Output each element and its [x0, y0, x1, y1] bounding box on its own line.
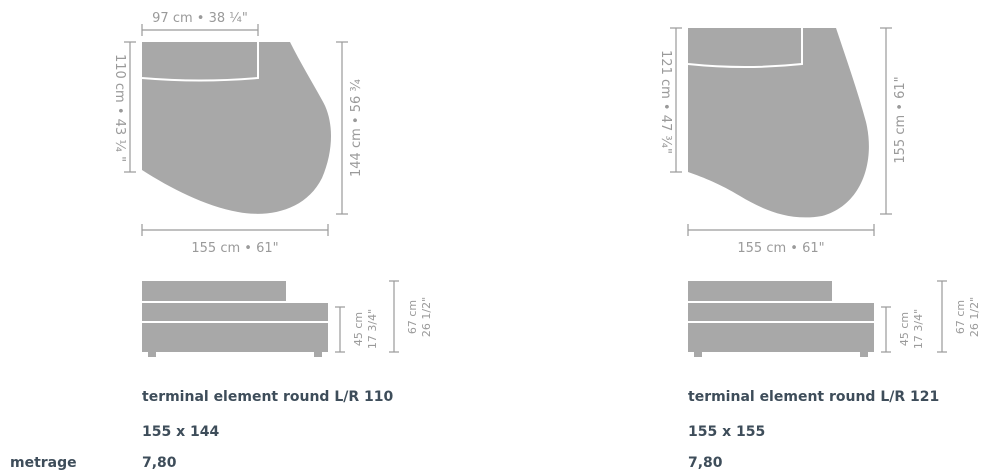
product-2-top-shape — [688, 28, 869, 218]
product-1-top-width-label: 97 cm • 38 ¼" — [152, 11, 248, 26]
product-2-seat — [688, 302, 874, 352]
product-1-backrest-outline — [141, 42, 259, 82]
product-2-size: 155 x 155 — [688, 424, 766, 440]
product-1-foot-right — [314, 352, 322, 357]
product-1-back-height-cm: 67 cm — [406, 300, 419, 334]
product-1-name: terminal element round L/R 110 — [142, 389, 394, 405]
product-1-left-depth-label: 110 cm • 43 ¼ " — [112, 54, 127, 162]
product-2-seat-height-cm: 45 cm — [898, 312, 911, 346]
product-1-seat-height-in: 17 3/4" — [366, 309, 379, 349]
product-2-backrest-outline — [687, 28, 803, 68]
product-1-metrage: 7,80 — [142, 455, 177, 471]
product-1-seat-height-cm: 45 cm — [352, 312, 365, 346]
product-1-back-height-in: 26 1/2" — [420, 297, 433, 337]
product-2-left-depth-label: 121 cm • 47 ¾" — [658, 50, 673, 154]
product-1-bottom-width-label: 155 cm • 61" — [191, 241, 278, 256]
metrage-label: metrage — [10, 455, 77, 471]
product-2-back-height-in: 26 1/2" — [968, 297, 981, 337]
product-1-side-view: 45 cm 17 3/4" 67 cm 26 1/2" — [142, 280, 433, 357]
product-2-back-height-cm: 67 cm — [954, 300, 967, 334]
product-1-size: 155 x 144 — [142, 424, 220, 440]
product-2-metrage: 7,80 — [688, 455, 723, 471]
product-2-foot-left — [694, 352, 702, 357]
product-1-top-view: 97 cm • 38 ¼" 110 cm • 43 ¼ " 144 cm • 5… — [112, 11, 364, 256]
product-2-right-depth-label: 155 cm • 61" — [893, 76, 908, 163]
product-2-bottom-width-label: 155 cm • 61" — [737, 241, 824, 256]
product-2-backrest — [688, 281, 832, 302]
product-1-backrest — [142, 281, 286, 302]
product-1-foot-left — [148, 352, 156, 357]
product-1-top-shape — [142, 42, 331, 214]
product-1-seat — [142, 302, 328, 352]
product-2-foot-right — [860, 352, 868, 357]
product-2-seat-height-in: 17 3/4" — [912, 309, 925, 349]
product-2-name: terminal element round L/R 121 — [688, 389, 940, 405]
product-2-side-view: 45 cm 17 3/4" 67 cm 26 1/2" — [688, 280, 981, 357]
product-1-right-depth-label: 144 cm • 56 ¾ — [349, 79, 364, 177]
product-2-top-view: 121 cm • 47 ¾" 155 cm • 61" 155 cm • 61" — [658, 27, 908, 256]
